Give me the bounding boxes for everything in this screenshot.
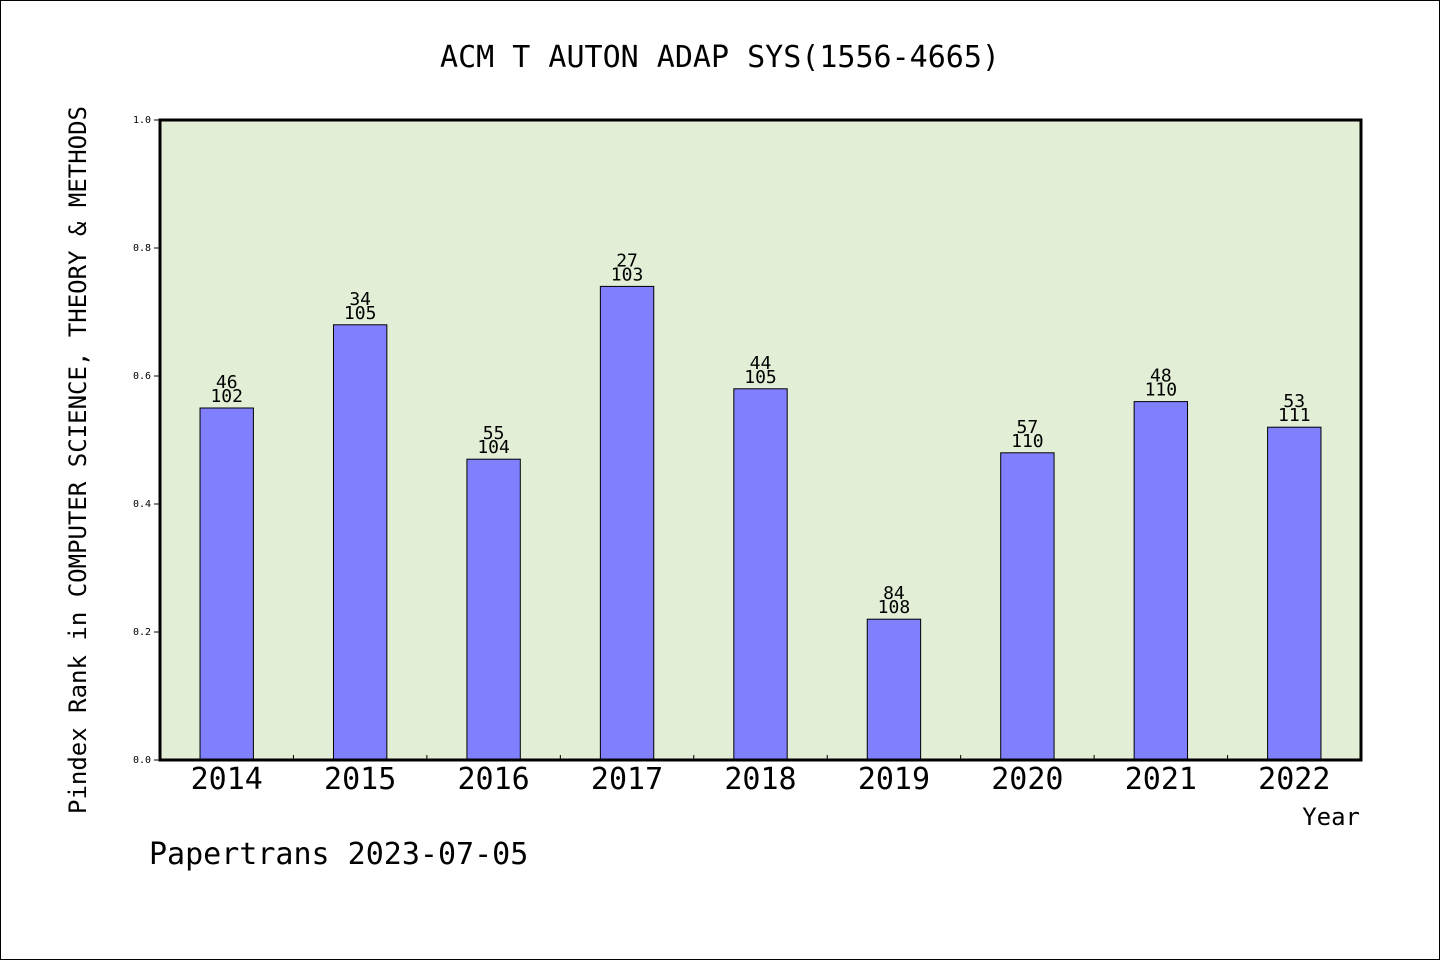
rank-label-2021: 48 — [1150, 366, 1172, 387]
total-label-2017: 103 — [611, 264, 644, 285]
rank-label-2019: 84 — [883, 583, 905, 604]
bar-2020 — [1000, 452, 1055, 761]
y-tick-label: 0.6 — [133, 371, 151, 382]
chart-title: ACM T AUTON ADAP SYS(1556-4665) — [440, 40, 1000, 75]
x-tick-label-2014: 2014 — [191, 762, 263, 797]
x-tick-label-2020: 2020 — [991, 762, 1063, 797]
bar-2016 — [466, 458, 521, 761]
x-tick-label-2018: 2018 — [724, 762, 796, 797]
plot-border — [158, 118, 1363, 762]
total-label-2018: 105 — [744, 367, 777, 388]
y-tick-label: 0.2 — [133, 627, 151, 638]
total-label-2014: 102 — [210, 386, 243, 407]
y-tick-label: 0.8 — [133, 243, 151, 254]
total-label-2020: 110 — [1011, 431, 1044, 452]
total-label-2015: 105 — [344, 303, 377, 324]
x-tick-label-2017: 2017 — [591, 762, 663, 797]
bar-2017 — [599, 285, 655, 761]
rank-label-2015: 34 — [349, 289, 371, 310]
rank-label-2022: 53 — [1283, 391, 1305, 412]
bar-2018 — [733, 388, 788, 761]
rank-label-2017: 27 — [616, 250, 638, 271]
x-tick-label-2015: 2015 — [324, 762, 396, 797]
total-label-2019: 108 — [878, 597, 911, 618]
x-tick-label-2022: 2022 — [1258, 762, 1330, 797]
rank-label-2014: 46 — [216, 372, 238, 393]
x-axis-label: Year — [1302, 803, 1360, 831]
bar-2022 — [1267, 426, 1322, 761]
rank-label-2020: 57 — [1017, 417, 1039, 438]
x-tick-label-2019: 2019 — [858, 762, 930, 797]
bar-2019 — [866, 618, 922, 761]
rank-label-2016: 55 — [483, 423, 505, 444]
footer-text: Papertrans 2023-07-05 — [149, 837, 528, 872]
y-axis-label: Pindex Rank in COMPUTER SCIENCE, THEORY … — [64, 106, 92, 814]
rank-label-2018: 44 — [750, 353, 772, 374]
total-label-2021: 110 — [1145, 380, 1178, 401]
y-tick-label: 0.4 — [133, 499, 151, 510]
total-label-2022: 111 — [1278, 405, 1311, 426]
bar-2014 — [199, 407, 254, 761]
x-tick-label-2021: 2021 — [1125, 762, 1197, 797]
total-label-2016: 104 — [477, 437, 510, 458]
y-tick-label: 1.0 — [133, 115, 151, 126]
bar-2021 — [1133, 401, 1189, 761]
y-tick-label: 0.0 — [133, 755, 151, 766]
bar-2015 — [332, 324, 388, 761]
x-tick-label-2016: 2016 — [457, 762, 529, 797]
